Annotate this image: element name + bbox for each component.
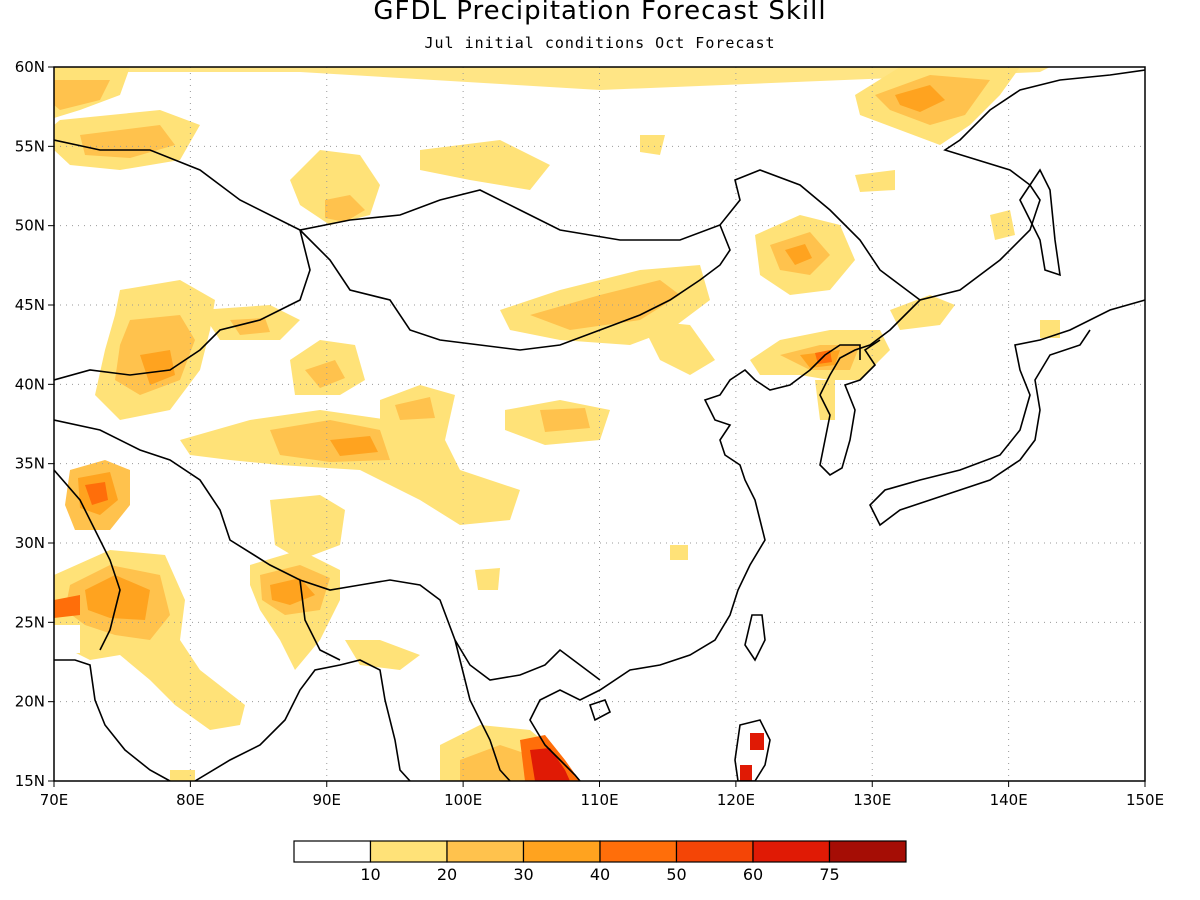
legend-swatch [599, 840, 678, 863]
legend-swatch [369, 840, 448, 863]
lon-tick-label: 130E [853, 791, 891, 809]
legend-swatch [293, 840, 372, 863]
lon-tick-label: 80E [176, 791, 205, 809]
lon-tick-label: 140E [990, 791, 1028, 809]
graticule [54, 67, 1145, 781]
lat-tick-label: 15N [15, 772, 45, 790]
legend-swatch [675, 840, 754, 863]
legend-label: 75 [819, 865, 839, 884]
lon-tick-label: 90E [312, 791, 341, 809]
legend-swatch [752, 840, 831, 863]
lon-tick-label: 150E [1126, 791, 1164, 809]
lon-tick-label: 120E [717, 791, 755, 809]
lat-tick-label: 25N [15, 613, 45, 631]
lon-tick-label: 70E [40, 791, 69, 809]
legend-label: 40 [590, 865, 610, 884]
chart-title: GFDL Precipitation Forecast Skill [373, 0, 827, 26]
skill-shading [54, 67, 1060, 781]
legend-label: 50 [666, 865, 686, 884]
coastlines-and-borders [54, 69, 1145, 781]
lat-tick-label: 45N [15, 296, 45, 314]
lat-tick-label: 20N [15, 693, 45, 711]
lat-tick-label: 35N [15, 455, 45, 473]
lon-tick-label: 100E [444, 791, 482, 809]
legend-colorbar: 10 20 30 40 50 60 75 [293, 840, 907, 884]
legend-label: 60 [743, 865, 763, 884]
latitude-axis: 15N 20N 25N 30N 35N 40N 45N 50N 55N 60N [15, 58, 54, 790]
legend-label: 30 [513, 865, 533, 884]
legend-swatch [522, 840, 601, 863]
lat-tick-label: 40N [15, 375, 45, 393]
lat-tick-label: 50N [15, 217, 45, 235]
legend-label: 10 [360, 865, 380, 884]
legend-swatch [828, 840, 907, 863]
longitude-axis: 70E 80E 90E 100E 110E 120E 130E 140E 150E [40, 781, 1164, 809]
lon-tick-label: 110E [580, 791, 618, 809]
lat-tick-label: 30N [15, 534, 45, 552]
lat-tick-label: 55N [15, 137, 45, 155]
legend-label: 20 [437, 865, 457, 884]
chart-subtitle: Jul initial conditions Oct Forecast [424, 34, 776, 52]
lat-tick-label: 60N [15, 58, 45, 76]
legend-swatch [446, 840, 525, 863]
